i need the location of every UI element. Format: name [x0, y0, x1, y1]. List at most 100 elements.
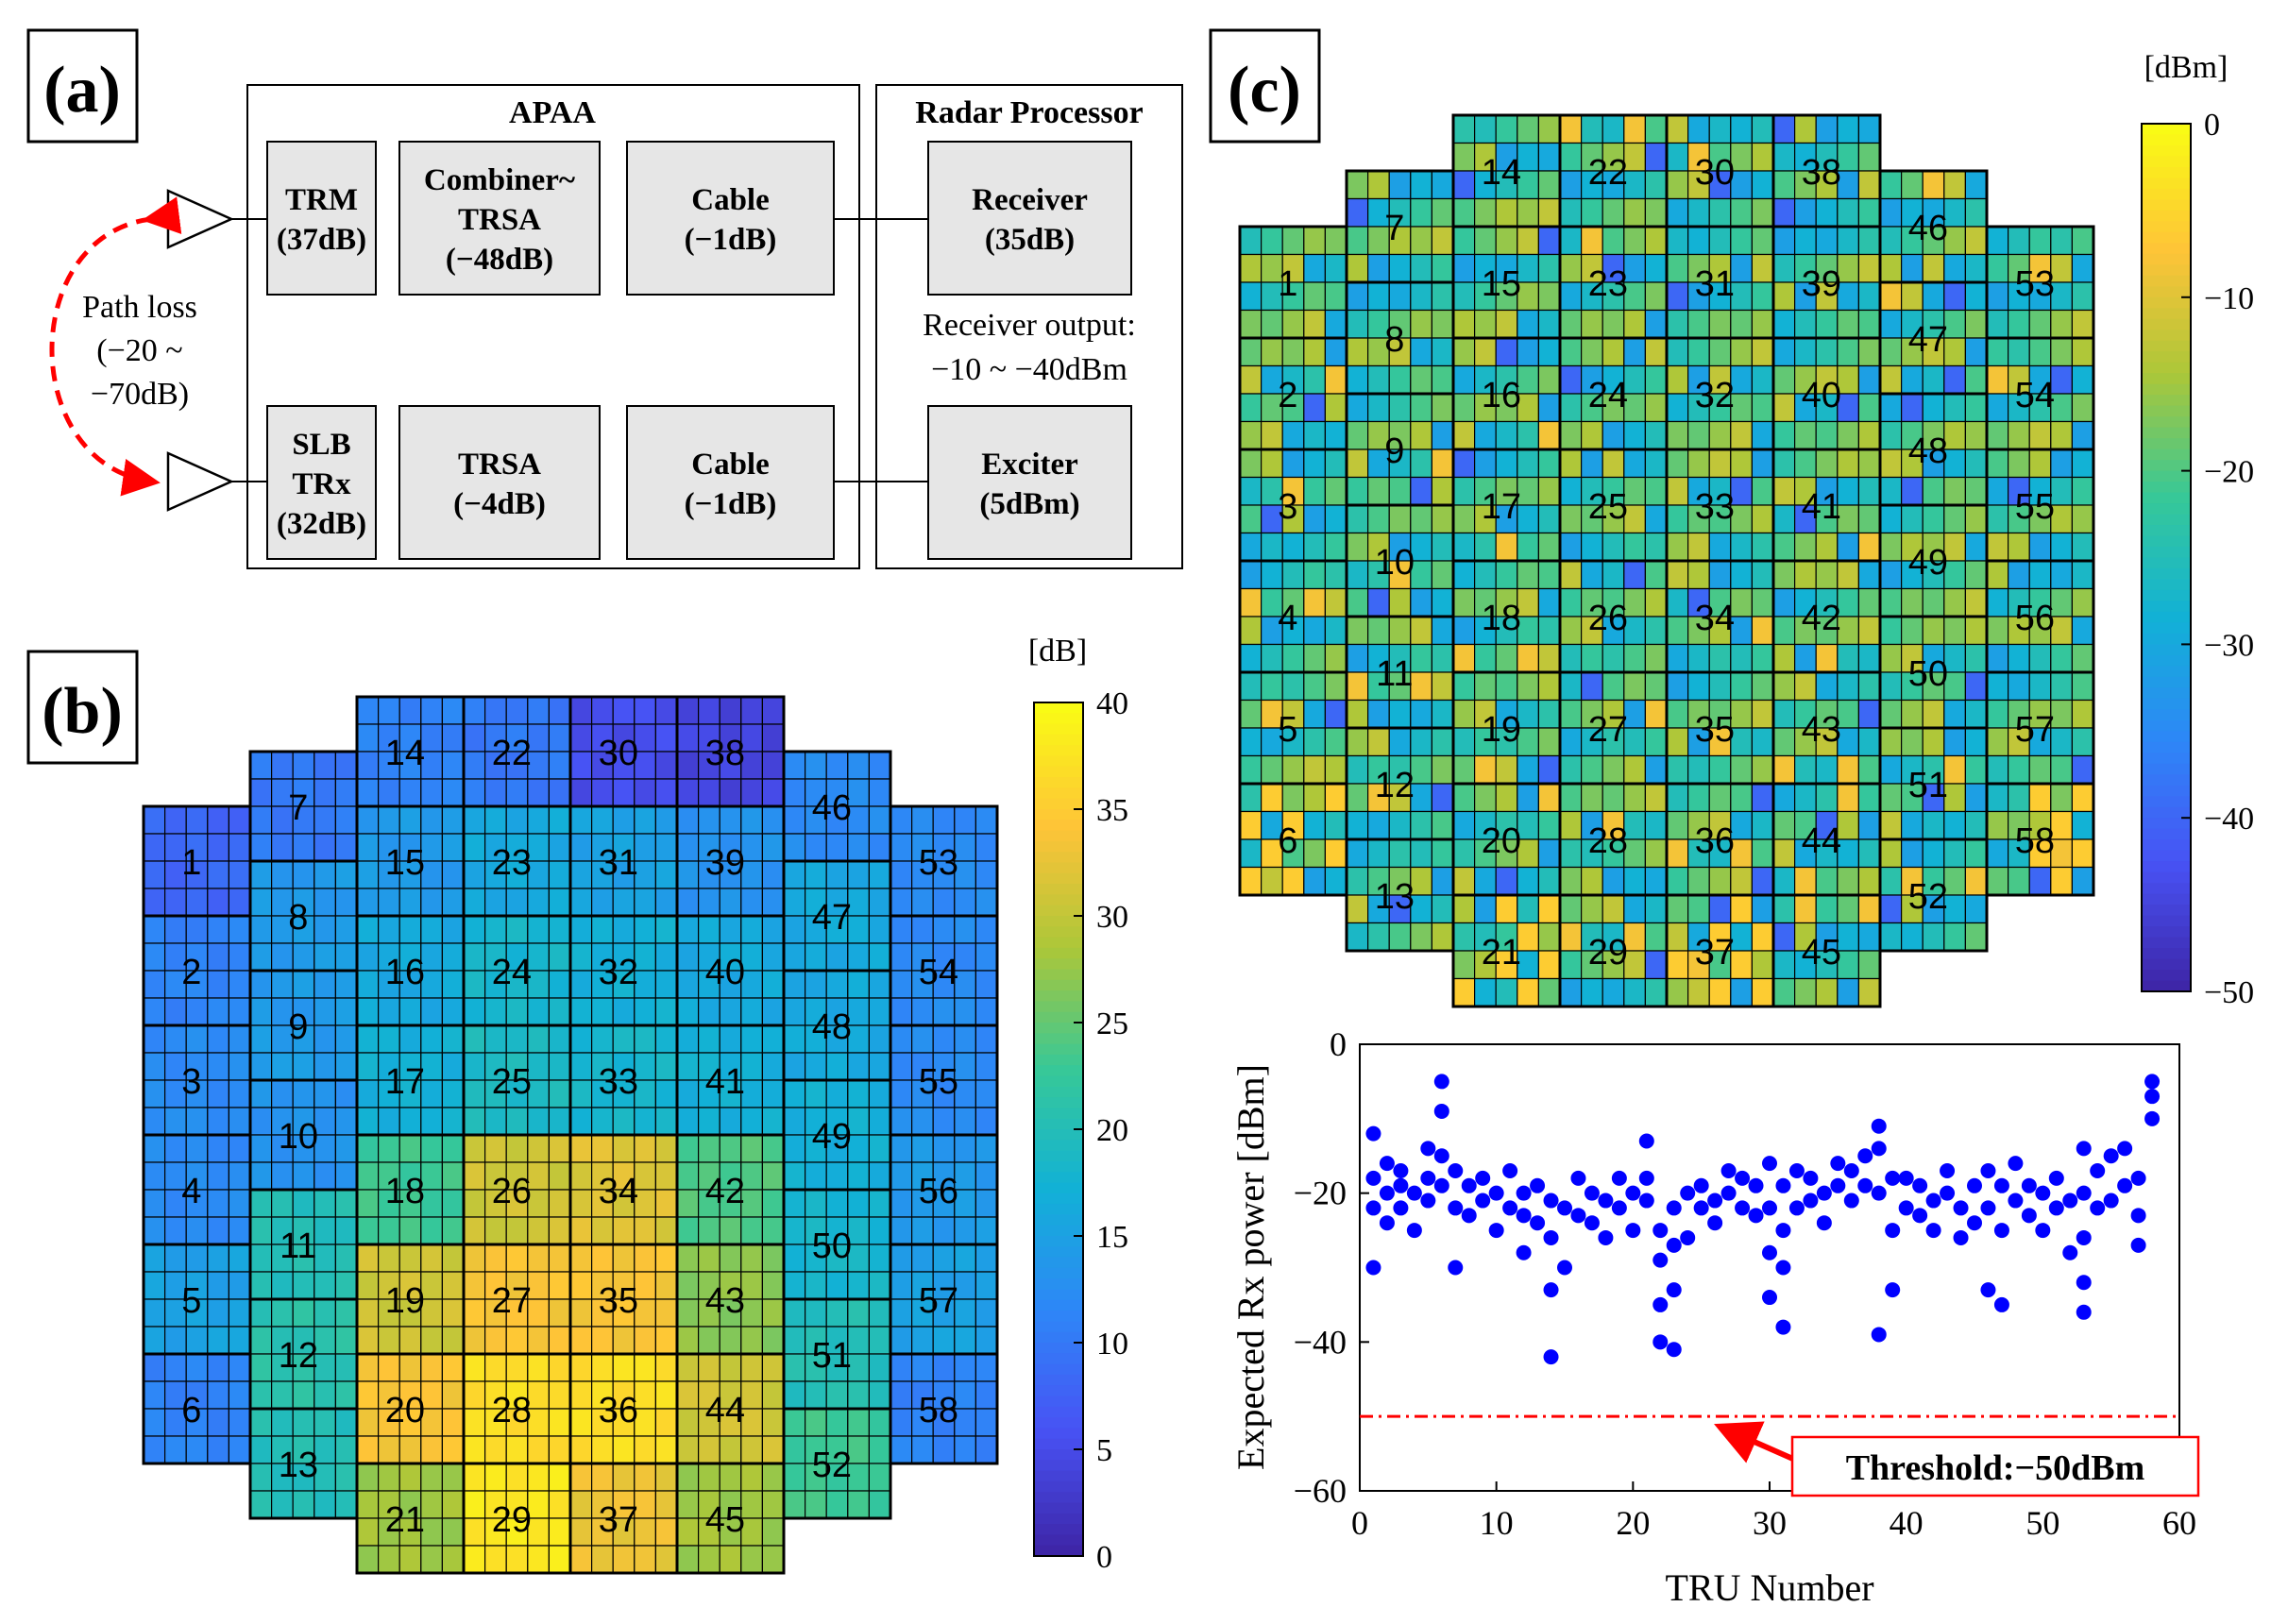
b-tru-label: 44 [705, 1391, 745, 1430]
b-tru-51: 51 [782, 1297, 892, 1411]
c-tru-27: 27 [1558, 670, 1669, 786]
c-tru-1: 1 [1238, 225, 1348, 340]
colorbar-segment [2142, 318, 2191, 331]
b-tru-10: 10 [248, 1078, 359, 1192]
c-tru-label: 46 [1908, 209, 1948, 248]
block-exciter-text: Exciter [981, 448, 1078, 482]
colorbar-segment [2142, 883, 2191, 895]
colorbar-segment [1034, 884, 1083, 896]
scatter-point [2035, 1223, 2051, 1239]
c-tru-6: 6 [1238, 782, 1348, 897]
colorbar-segment [2142, 275, 2191, 288]
scatter-point [1735, 1170, 1751, 1186]
scatter-point [1857, 1177, 1873, 1193]
colorbar-segment [1034, 958, 1083, 971]
block-trm-text: TRM [285, 183, 358, 217]
scatter-point [2103, 1148, 2119, 1164]
colorbar-segment [1034, 1204, 1083, 1216]
path-loss-line-1: Path loss [82, 290, 197, 325]
c-tru-51: 51 [1878, 726, 1989, 841]
colorbar-segment [2142, 871, 2191, 885]
block-trm-text: (37dB) [277, 223, 366, 257]
scatter-point [1871, 1185, 1887, 1201]
scatter-point [1871, 1118, 1887, 1134]
b-tru-label: 3 [181, 1062, 201, 1102]
scatter-point [2076, 1229, 2092, 1245]
c-tru-label: 45 [1802, 933, 1841, 973]
colorbar-segment [2142, 937, 2191, 950]
c-tru-37: 37 [1665, 893, 1775, 1008]
scatter-point [1365, 1125, 1381, 1142]
colorbar-segment [1034, 1140, 1083, 1152]
c-tru-label: 35 [1695, 710, 1735, 750]
colorbar-segment [1034, 990, 1083, 1003]
scatter-point [1980, 1282, 1996, 1298]
colorbar-tick-label: −30 [2204, 628, 2254, 663]
colorbar-segment [2142, 503, 2191, 516]
colorbar-segment [2142, 589, 2191, 602]
x-tick-label: 30 [1753, 1504, 1787, 1542]
c-tru-label: 10 [1375, 543, 1415, 583]
colorbar-segment [2142, 557, 2191, 569]
scatter-point [1420, 1193, 1436, 1209]
block-cable-bottom: Cable (−1dB) [626, 405, 835, 560]
colorbar-segment [1034, 1343, 1083, 1355]
c-tru-label: 38 [1802, 153, 1841, 193]
b-tru-14: 14 [355, 695, 466, 808]
c-tru-label: 28 [1588, 821, 1628, 861]
c-tru-label: 21 [1482, 933, 1521, 973]
b-tru-23: 23 [462, 804, 572, 918]
colorbar-segment [1034, 1129, 1083, 1142]
b-tru-label: 43 [705, 1281, 745, 1321]
c-tru-35: 35 [1665, 670, 1775, 786]
colorbar-segment [1034, 1214, 1083, 1226]
b-tru-6: 6 [142, 1352, 252, 1465]
b-tru-43: 43 [675, 1243, 786, 1356]
c-tru-12: 12 [1345, 726, 1455, 841]
c-tru-31: 31 [1665, 225, 1775, 340]
colorbar-segment [2142, 719, 2191, 733]
c-tru-label: 31 [1695, 264, 1735, 304]
b-tru-label: 32 [599, 953, 638, 992]
scatter-point [1433, 1148, 1449, 1164]
c-tru-label: 56 [2015, 599, 2055, 638]
scatter-point [2021, 1177, 2037, 1193]
colorbar-segment [1034, 1236, 1083, 1248]
scatter-point [1448, 1163, 1464, 1179]
colorbar-c-unit: [dBm] [2144, 50, 2229, 85]
colorbar-segment [2142, 253, 2191, 266]
colorbar-segment [1034, 777, 1083, 789]
scatter-point [1652, 1223, 1669, 1239]
c-tru-5: 5 [1238, 670, 1348, 786]
radar-processor-box [875, 84, 1183, 569]
colorbar-segment [1034, 1428, 1083, 1440]
scatter-point [1379, 1185, 1395, 1201]
colorbar-segment [2142, 709, 2191, 721]
colorbar-tick-label: 20 [1096, 1113, 1128, 1148]
c-tru-16: 16 [1451, 336, 1562, 451]
colorbar-segment [2142, 926, 2191, 939]
colorbar-segment [1034, 1545, 1083, 1557]
scatter-point [1788, 1200, 1805, 1216]
b-tru-label: 40 [705, 953, 745, 992]
b-tru-39: 39 [675, 804, 786, 918]
scatter-point [1365, 1260, 1381, 1276]
c-tru-34: 34 [1665, 559, 1775, 674]
b-tru-19: 19 [355, 1243, 466, 1356]
c-tru-label: 34 [1695, 599, 1735, 638]
antenna-bottom-icon [166, 451, 235, 512]
scatter-point [2048, 1170, 2064, 1186]
b-tru-53: 53 [889, 804, 999, 918]
x-tick-label: 10 [1480, 1504, 1514, 1542]
colorbar-c: 0 −10 −20 −30 −40 −50 [2141, 108, 2254, 1010]
scatter-point [1557, 1200, 1572, 1216]
b-tru-label: 11 [280, 1226, 316, 1266]
b-tru-label: 24 [492, 953, 532, 992]
scatter-point [1570, 1208, 1586, 1224]
colorbar-segment [1034, 1534, 1083, 1547]
c-tru-33: 33 [1665, 448, 1775, 563]
colorbar-segment [1034, 1118, 1083, 1130]
b-tru-33: 33 [568, 1023, 679, 1137]
colorbar-segment [1034, 723, 1083, 736]
c-tru-label: 15 [1482, 264, 1521, 304]
